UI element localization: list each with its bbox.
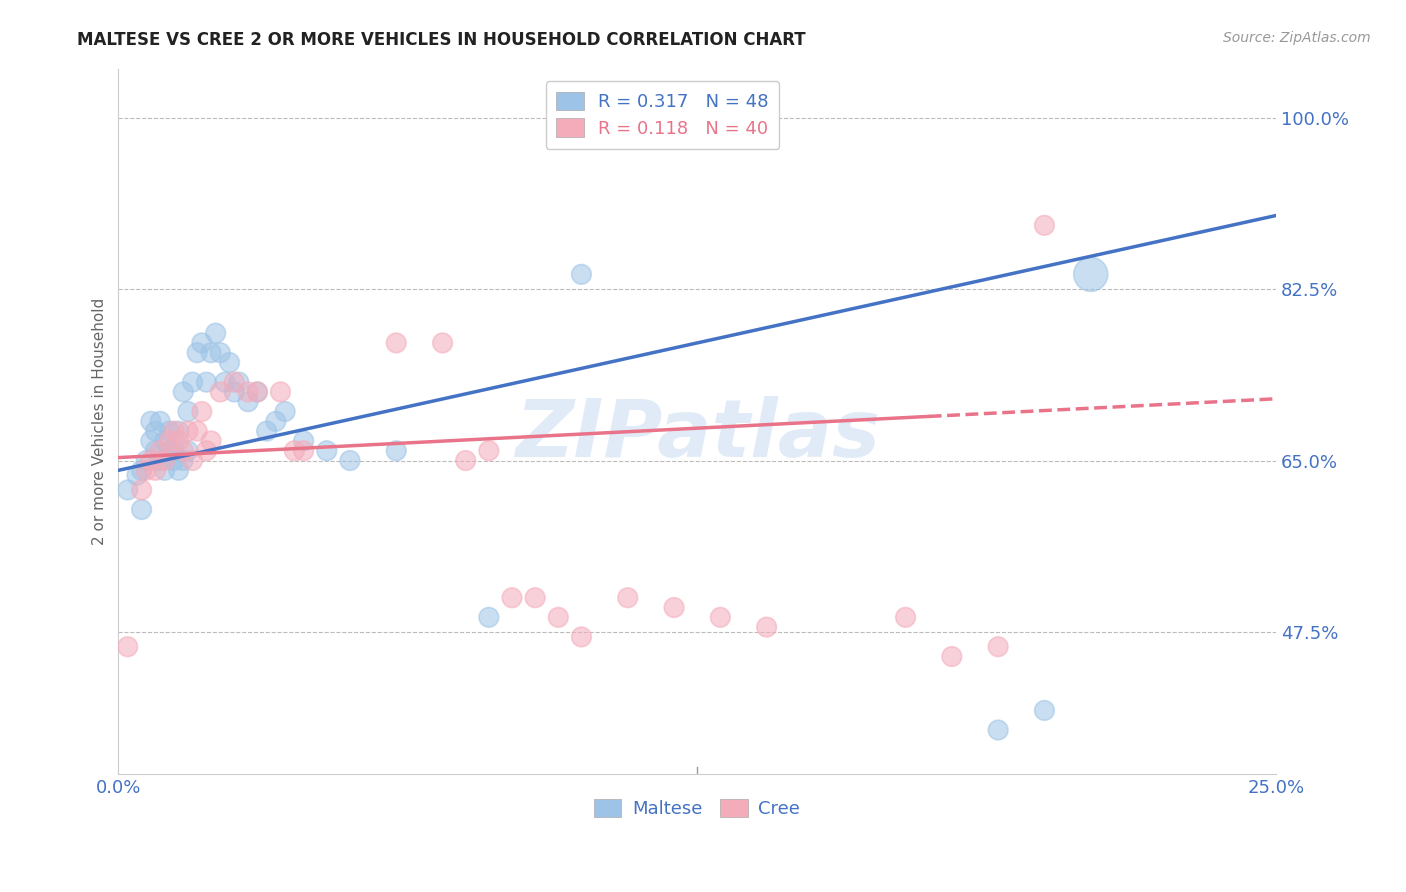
Point [218,355,240,369]
Point [478,610,501,624]
Point [186,424,208,438]
Point [209,345,232,359]
Point [167,434,190,448]
Point [172,443,194,458]
Point [987,723,1010,737]
Point [547,610,569,624]
Text: MALTESE VS CREE 2 OR MORE VEHICLES IN HOUSEHOLD CORRELATION CHART: MALTESE VS CREE 2 OR MORE VEHICLES IN HO… [77,31,806,49]
Point [195,375,218,389]
Point [163,453,186,467]
Point [200,345,222,359]
Point [145,424,167,438]
Point [339,453,361,467]
Point [385,443,408,458]
Point [1033,219,1056,233]
Point [755,620,778,634]
Point [149,453,172,467]
Point [941,649,963,664]
Legend: Maltese, Cree: Maltese, Cree [586,791,807,825]
Point [145,463,167,477]
Point [153,453,176,467]
Point [139,414,162,428]
Point [274,404,297,418]
Point [269,384,291,399]
Point [117,483,139,497]
Point [191,335,214,350]
Point [167,424,190,438]
Point [145,443,167,458]
Text: ZIPatlas: ZIPatlas [515,396,880,475]
Point [135,453,157,467]
Point [292,443,315,458]
Point [501,591,523,605]
Point [616,591,638,605]
Point [167,463,190,477]
Point [283,443,305,458]
Point [125,468,148,483]
Point [149,443,172,458]
Point [1080,268,1102,282]
Point [228,375,250,389]
Point [131,483,153,497]
Point [139,453,162,467]
Text: Source: ZipAtlas.com: Source: ZipAtlas.com [1223,31,1371,45]
Point [139,434,162,448]
Point [209,384,232,399]
Point [177,424,200,438]
Point [478,443,501,458]
Y-axis label: 2 or more Vehicles in Household: 2 or more Vehicles in Household [93,298,107,545]
Point [385,335,408,350]
Point [157,434,180,448]
Point [131,463,153,477]
Point [571,268,593,282]
Point [1033,703,1056,717]
Point [224,375,246,389]
Point [662,600,685,615]
Point [117,640,139,654]
Point [236,394,259,409]
Point [224,384,246,399]
Point [454,453,477,467]
Point [246,384,269,399]
Point [709,610,731,624]
Point [177,443,200,458]
Point [191,404,214,418]
Point [571,630,593,644]
Point [264,414,287,428]
Point [172,384,194,399]
Point [292,434,315,448]
Point [246,384,269,399]
Point [153,434,176,448]
Point [149,414,172,428]
Point [157,424,180,438]
Point [432,335,454,350]
Point [181,453,204,467]
Point [177,404,200,418]
Point [204,326,226,340]
Point [157,443,180,458]
Point [186,345,208,359]
Point [200,434,222,448]
Point [181,375,204,389]
Point [214,375,236,389]
Point [987,640,1010,654]
Point [195,443,218,458]
Point [256,424,278,438]
Point [135,463,157,477]
Point [153,463,176,477]
Point [172,453,194,467]
Point [163,443,186,458]
Point [236,384,259,399]
Point [163,424,186,438]
Point [131,502,153,516]
Point [315,443,337,458]
Point [894,610,917,624]
Point [524,591,547,605]
